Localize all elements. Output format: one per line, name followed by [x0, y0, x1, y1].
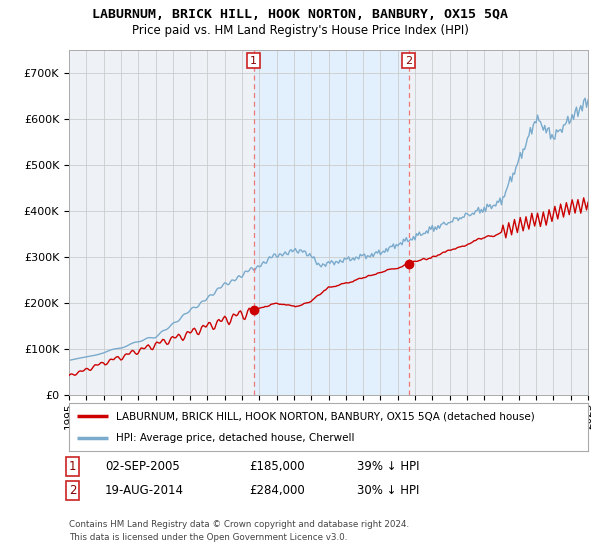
- Text: Price paid vs. HM Land Registry's House Price Index (HPI): Price paid vs. HM Land Registry's House …: [131, 24, 469, 36]
- Text: LABURNUM, BRICK HILL, HOOK NORTON, BANBURY, OX15 5QA (detached house): LABURNUM, BRICK HILL, HOOK NORTON, BANBU…: [116, 411, 535, 421]
- Text: £284,000: £284,000: [249, 484, 305, 497]
- Text: This data is licensed under the Open Government Licence v3.0.: This data is licensed under the Open Gov…: [69, 533, 347, 542]
- Text: £185,000: £185,000: [249, 460, 305, 473]
- Text: 30% ↓ HPI: 30% ↓ HPI: [357, 484, 419, 497]
- Text: 2: 2: [405, 55, 412, 66]
- Bar: [254, 50, 409, 395]
- Text: 19-AUG-2014: 19-AUG-2014: [105, 484, 184, 497]
- Text: 1: 1: [250, 55, 257, 66]
- Text: 02-SEP-2005: 02-SEP-2005: [105, 460, 180, 473]
- Text: 39% ↓ HPI: 39% ↓ HPI: [357, 460, 419, 473]
- Text: Contains HM Land Registry data © Crown copyright and database right 2024.: Contains HM Land Registry data © Crown c…: [69, 520, 409, 529]
- Text: LABURNUM, BRICK HILL, HOOK NORTON, BANBURY, OX15 5QA: LABURNUM, BRICK HILL, HOOK NORTON, BANBU…: [92, 8, 508, 21]
- Text: HPI: Average price, detached house, Cherwell: HPI: Average price, detached house, Cher…: [116, 433, 354, 443]
- Text: 2: 2: [69, 484, 77, 497]
- Text: 1: 1: [69, 460, 77, 473]
